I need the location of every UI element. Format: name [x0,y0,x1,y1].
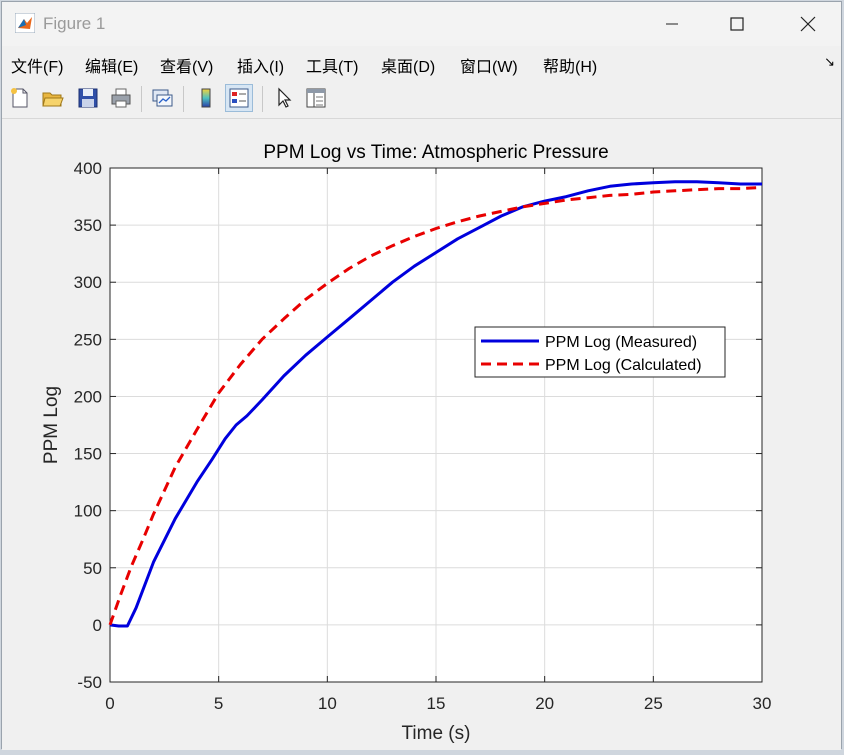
legend-box [474,326,726,378]
close-icon [800,16,816,32]
y-tick-label: 50 [83,559,102,578]
legend-button[interactable] [225,84,253,112]
y-tick-label: 200 [74,387,102,406]
y-tick-label: 0 [93,616,102,635]
menu-edit[interactable]: 编辑(E) [85,59,139,76]
menu-tools[interactable]: 工具(T) [306,59,359,76]
minimize-icon [666,23,678,25]
menu-bar: 文件(F) 编辑(E) 查看(V) 插入(I) 工具(T) 桌面(D) 窗口(W… [2,46,841,78]
chart-title: PPM Log vs Time: Atmospheric Pressure [263,142,608,163]
open-file-button[interactable] [39,84,67,112]
window-title: Figure 1 [43,14,106,33]
matlab-logo-icon [15,13,35,33]
series-line-measured [109,180,762,628]
y-tick-label: 100 [74,502,102,521]
new-figure-icon [11,88,28,108]
figure-toolbar [2,80,841,119]
toolbar-separator [141,86,142,112]
y-tick-label: 350 [74,216,102,235]
menu-window[interactable]: 窗口(W) [460,59,518,76]
x-tick-label: 20 [535,694,554,713]
toolbar-separator [262,86,263,112]
menu-help[interactable]: 帮助(H) [543,59,598,76]
save-icon [78,88,98,108]
minimize-button[interactable] [652,8,692,40]
menu-desktop[interactable]: 桌面(D) [381,59,436,76]
x-tick-label: 15 [427,694,446,713]
series-line-calculated [108,185,763,626]
title-bar[interactable]: Figure 1 [2,2,841,46]
save-button[interactable] [74,84,102,112]
menu-insert[interactable]: 插入(I) [237,59,285,76]
colorbar-icon [201,88,211,108]
line-chart: 0 5 10 15 20 25 30-50050100150200250300350400P… [41,142,772,744]
x-tick-label: 10 [318,694,337,713]
dock-arrow-icon[interactable]: ↘ [824,54,835,69]
link-plot-button[interactable] [148,84,176,112]
y-tick-label: 400 [74,159,102,178]
maximize-button[interactable] [717,8,757,40]
maximize-icon [730,17,744,31]
new-figure-button[interactable] [6,84,34,112]
x-tick-label: 30 [753,694,772,713]
x-axis-label: Time (s) [402,723,471,744]
x-tick-label: 5 [214,694,223,713]
y-tick-label: 150 [74,445,102,464]
print-button[interactable] [107,84,135,112]
open-file-icon [42,92,64,107]
print-icon [111,88,131,108]
edit-pointer-button[interactable] [270,84,298,112]
pointer-icon [278,87,292,108]
x-tick-label: 0 [105,694,114,713]
y-axis-label: PPM Log [41,386,62,464]
legend-icon [229,88,249,108]
menu-view[interactable]: 查看(V) [160,59,214,76]
property-inspector-button[interactable] [302,84,330,112]
menu-file[interactable]: 文件(F) [11,59,64,76]
x-tick-label: 25 [644,694,663,713]
toolbar-separator [183,86,184,112]
legend-label: PPM Log (Calculated) [545,357,702,374]
y-tick-label: 250 [74,330,102,349]
figure-canvas: 0 5 10 15 20 25 30 -50 0 50 100 150 200 250 300 350 400 P… [2,119,841,750]
colorbar-button[interactable] [192,84,220,112]
property-inspector-icon [306,88,326,108]
y-tick-label: -50 [77,673,102,692]
legend-label: PPM Log (Measured) [545,334,697,351]
close-button[interactable] [788,8,828,40]
link-plot-icon [152,89,173,107]
y-tick-label: 300 [74,273,102,292]
